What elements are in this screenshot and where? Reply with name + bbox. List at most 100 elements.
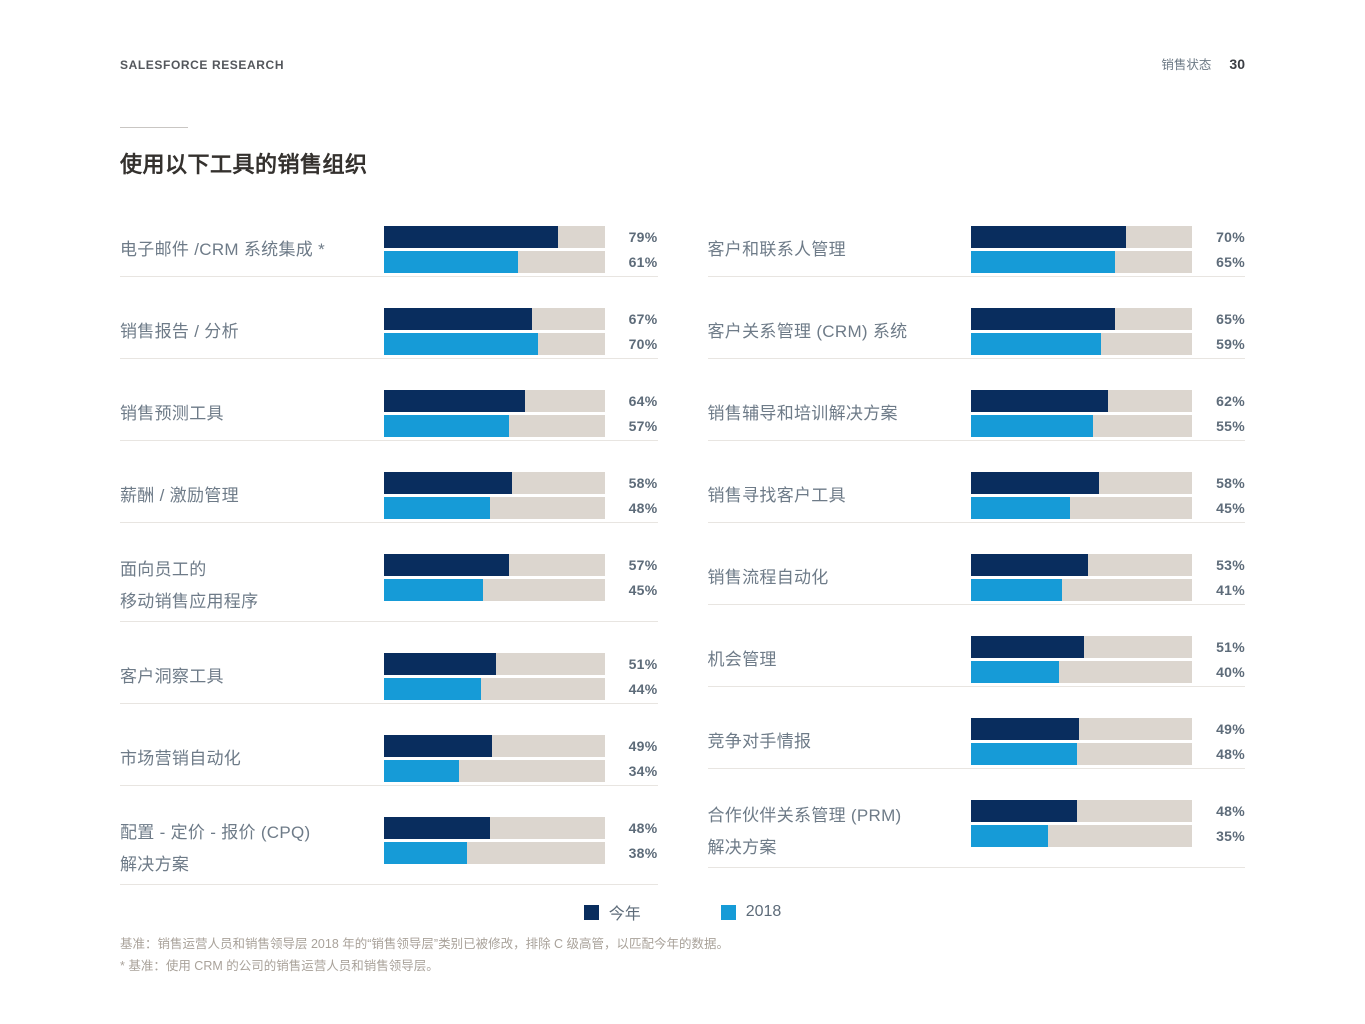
- bar-track-this-year: [383, 472, 605, 494]
- chart-row: 客户和联系人管理 70% 65%: [707, 226, 1245, 277]
- bar-track-2018: [971, 497, 1192, 519]
- value-group: 51% 44%: [605, 653, 658, 700]
- bar-track-this-year: [971, 718, 1192, 740]
- bar-this-year: [971, 390, 1109, 412]
- bar-this-year: [971, 308, 1115, 330]
- chart-row: 销售流程自动化 53% 41%: [707, 554, 1245, 605]
- page-number: 30: [1229, 56, 1245, 72]
- bar-track-2018: [971, 333, 1192, 355]
- bar-2018: [971, 415, 1093, 437]
- legend-swatch: [720, 904, 736, 920]
- bar-track-2018: [971, 415, 1192, 437]
- category-label: 配置 - 定价 - 报价 (CPQ) 解决方案: [120, 823, 311, 874]
- bar-track-2018: [383, 678, 605, 700]
- value-this-year: 48%: [1216, 803, 1245, 819]
- bar-2018: [383, 678, 481, 700]
- bar-this-year: [971, 636, 1084, 658]
- value-this-year: 67%: [628, 311, 658, 327]
- value-2018: 35%: [1216, 828, 1245, 844]
- bar-this-year: [383, 472, 512, 494]
- value-group: 53% 41%: [1192, 554, 1245, 601]
- bar-group: [971, 308, 1192, 355]
- value-group: 70% 65%: [1192, 226, 1245, 273]
- value-this-year: 51%: [628, 656, 658, 672]
- header-right: 销售状态 30: [1161, 54, 1245, 73]
- category-label: 客户洞察工具: [120, 666, 224, 686]
- value-2018: 55%: [1216, 418, 1245, 434]
- bar-2018: [971, 333, 1102, 355]
- bar-track-this-year: [971, 390, 1192, 412]
- value-this-year: 53%: [1216, 557, 1245, 573]
- value-this-year: 70%: [1216, 229, 1245, 245]
- bar-2018: [383, 497, 490, 519]
- bar-group: [383, 472, 605, 519]
- bar-track-2018: [383, 251, 605, 273]
- title-rule: [120, 127, 188, 128]
- value-2018: 59%: [1216, 336, 1245, 352]
- value-this-year: 62%: [1216, 393, 1245, 409]
- chart-row: 客户关系管理 (CRM) 系统 65% 59%: [707, 308, 1245, 359]
- brand-text: SALESFORCE RESEARCH: [120, 58, 285, 72]
- category-label: 市场营销自动化: [120, 748, 242, 768]
- chart-row: 电子邮件 /CRM 系统集成 * 79% 61%: [120, 226, 658, 277]
- bar-2018: [971, 825, 1049, 847]
- category-label: 面向员工的 移动销售应用程序: [120, 560, 259, 611]
- bar-group: [971, 636, 1192, 683]
- chart-row: 面向员工的 移动销售应用程序 57% 45%: [120, 554, 658, 622]
- chart-title: 使用以下工具的销售组织: [120, 152, 368, 177]
- bar-2018: [971, 251, 1115, 273]
- value-group: 49% 48%: [1192, 718, 1245, 765]
- bar-track-this-year: [971, 226, 1192, 248]
- legend-label: 今年: [608, 906, 641, 923]
- bar-this-year: [383, 735, 492, 757]
- footnotes: 基准：销售运营人员和销售领导层 2018 年的“销售领导层”类别已被修改，排除 …: [120, 936, 1245, 974]
- bar-track-this-year: [383, 554, 605, 576]
- category-label: 销售报告 / 分析: [120, 321, 239, 341]
- bar-group: [383, 226, 605, 273]
- value-group: 51% 40%: [1192, 636, 1245, 683]
- legend-item-2018: 2018: [720, 900, 781, 924]
- category-label: 销售寻找客户工具: [707, 485, 846, 505]
- bar-track-2018: [971, 661, 1192, 683]
- value-2018: 48%: [628, 500, 658, 516]
- value-this-year: 58%: [628, 475, 658, 491]
- category-label: 机会管理: [707, 649, 777, 669]
- bar-2018: [383, 251, 519, 273]
- category-label: 竞争对手情报: [707, 731, 812, 751]
- bar-track-2018: [971, 743, 1192, 765]
- bar-group: [383, 735, 605, 782]
- bar-2018: [971, 661, 1060, 683]
- bar-this-year: [383, 226, 559, 248]
- bar-2018: [383, 579, 483, 601]
- value-group: 64% 57%: [605, 390, 658, 437]
- chart-column-right: 客户和联系人管理 70% 65% 客户关系管理 (CRM) 系统 65% 5: [707, 226, 1245, 885]
- bar-this-year: [383, 817, 490, 839]
- value-this-year: 65%: [1216, 311, 1245, 327]
- bar-track-2018: [383, 333, 605, 355]
- bar-2018: [383, 415, 510, 437]
- chart-row: 销售预测工具 64% 57%: [120, 390, 658, 441]
- bar-group: [971, 472, 1192, 519]
- value-2018: 41%: [1216, 582, 1245, 598]
- value-2018: 65%: [1216, 254, 1245, 270]
- bar-this-year: [971, 800, 1078, 822]
- bar-group: [383, 817, 605, 881]
- bar-2018: [383, 333, 539, 355]
- value-group: 57% 45%: [605, 554, 658, 618]
- category-label: 销售预测工具: [120, 403, 224, 423]
- bar-track-2018: [383, 842, 605, 864]
- value-2018: 34%: [628, 763, 658, 779]
- value-this-year: 57%: [628, 557, 658, 573]
- bar-track-this-year: [383, 653, 605, 675]
- bar-2018: [971, 579, 1062, 601]
- bar-this-year: [383, 554, 510, 576]
- chart-row: 客户洞察工具 51% 44%: [120, 653, 658, 704]
- legend-item-this-year: 今年: [583, 900, 641, 924]
- bar-2018: [971, 497, 1071, 519]
- value-this-year: 51%: [1216, 639, 1245, 655]
- bar-track-2018: [971, 825, 1192, 847]
- footnote-crm-base: * 基准：使用 CRM 的公司的销售运营人员和销售领导层。: [120, 959, 439, 973]
- category-label: 客户关系管理 (CRM) 系统: [707, 321, 908, 341]
- value-group: 67% 70%: [605, 308, 658, 355]
- bar-track-this-year: [971, 800, 1192, 822]
